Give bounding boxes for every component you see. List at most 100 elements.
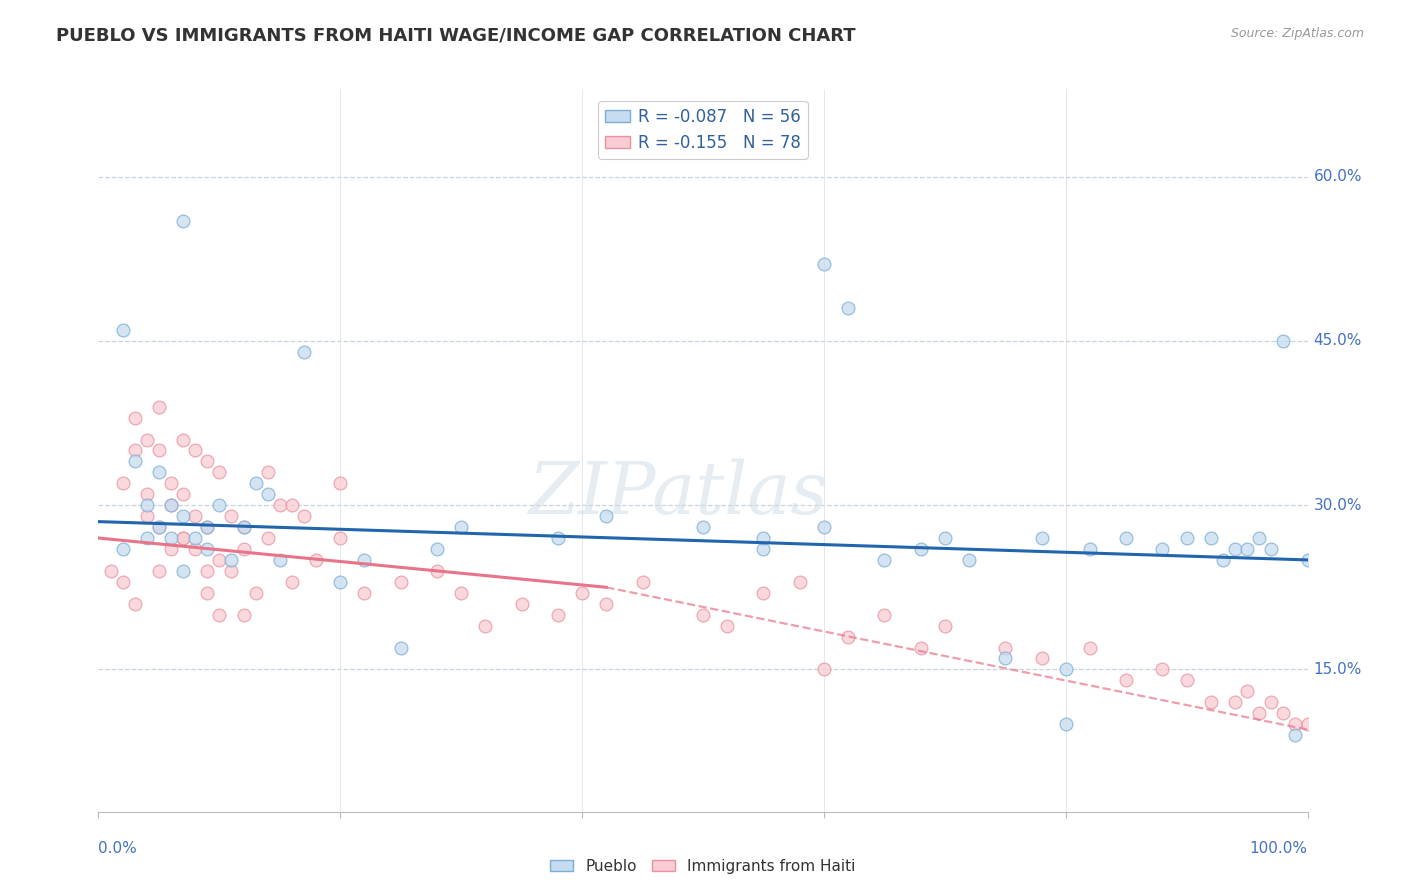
Point	[1223, 541, 1246, 556]
Point	[111, 476, 134, 491]
Point	[135, 487, 157, 501]
Point	[135, 498, 157, 512]
Point	[148, 466, 170, 480]
Point	[124, 410, 146, 425]
Point	[208, 607, 231, 622]
Point	[1078, 541, 1101, 556]
Point	[426, 564, 449, 578]
Point	[160, 498, 183, 512]
Point	[221, 553, 243, 567]
Point	[547, 607, 569, 622]
Point	[135, 433, 157, 447]
Point	[124, 454, 146, 468]
Point	[124, 597, 146, 611]
Point	[716, 618, 738, 632]
Point	[1175, 531, 1198, 545]
Point	[232, 520, 254, 534]
Point	[160, 541, 183, 556]
Point	[957, 553, 980, 567]
Point	[389, 574, 412, 589]
Point	[1078, 640, 1101, 655]
Point	[1296, 717, 1319, 731]
Point	[1152, 541, 1174, 556]
Point	[195, 520, 218, 534]
Point	[329, 531, 352, 545]
Point	[135, 509, 157, 524]
Point	[837, 630, 859, 644]
Point	[1249, 531, 1271, 545]
Point	[195, 520, 218, 534]
Point	[221, 564, 243, 578]
Point	[172, 509, 194, 524]
Point	[1054, 662, 1077, 676]
Point	[172, 487, 194, 501]
Point	[595, 597, 617, 611]
Text: 15.0%: 15.0%	[1313, 662, 1362, 677]
Point	[1272, 706, 1295, 721]
Point	[148, 564, 170, 578]
Point	[426, 541, 449, 556]
Point	[510, 597, 533, 611]
Point	[813, 662, 835, 676]
Point	[329, 574, 352, 589]
Point	[934, 618, 956, 632]
Point	[1260, 695, 1282, 709]
Point	[1115, 673, 1137, 688]
Point	[172, 564, 194, 578]
Point	[232, 607, 254, 622]
Point	[256, 487, 278, 501]
Point	[245, 586, 267, 600]
Point	[389, 640, 412, 655]
Point	[269, 498, 291, 512]
Point	[172, 531, 194, 545]
Point	[172, 433, 194, 447]
Point	[135, 531, 157, 545]
Point	[1249, 706, 1271, 721]
Point	[1236, 684, 1258, 698]
Point	[124, 443, 146, 458]
Point	[353, 553, 375, 567]
Point	[195, 564, 218, 578]
Point	[148, 520, 170, 534]
Point	[873, 607, 896, 622]
Point	[208, 466, 231, 480]
Point	[256, 466, 278, 480]
Point	[232, 520, 254, 534]
Point	[1223, 695, 1246, 709]
Point	[232, 541, 254, 556]
Text: 0.0%: 0.0%	[98, 840, 138, 855]
Point	[934, 531, 956, 545]
Point	[245, 476, 267, 491]
Point	[752, 586, 775, 600]
Point	[1284, 717, 1306, 731]
Text: 60.0%: 60.0%	[1313, 169, 1362, 185]
Point	[111, 323, 134, 337]
Point	[752, 541, 775, 556]
Point	[160, 476, 183, 491]
Point	[813, 520, 835, 534]
Point	[172, 213, 194, 227]
Point	[1031, 531, 1053, 545]
Point	[281, 574, 304, 589]
Point	[1175, 673, 1198, 688]
Legend: Pueblo, Immigrants from Haiti: Pueblo, Immigrants from Haiti	[544, 853, 862, 880]
Point	[292, 509, 315, 524]
Point	[1031, 651, 1053, 665]
Text: 30.0%: 30.0%	[1313, 498, 1362, 513]
Point	[256, 531, 278, 545]
Text: Source: ZipAtlas.com: Source: ZipAtlas.com	[1230, 27, 1364, 40]
Point	[305, 553, 328, 567]
Point	[813, 257, 835, 271]
Point	[172, 531, 194, 545]
Point	[1199, 531, 1222, 545]
Point	[1296, 553, 1319, 567]
Point	[195, 541, 218, 556]
Point	[1115, 531, 1137, 545]
Point	[873, 553, 896, 567]
Point	[148, 400, 170, 414]
Point	[111, 541, 134, 556]
Point	[1272, 334, 1295, 348]
Point	[208, 498, 231, 512]
Legend: R = -0.087   N = 56, R = -0.155   N = 78: R = -0.087 N = 56, R = -0.155 N = 78	[598, 101, 808, 159]
Point	[752, 531, 775, 545]
